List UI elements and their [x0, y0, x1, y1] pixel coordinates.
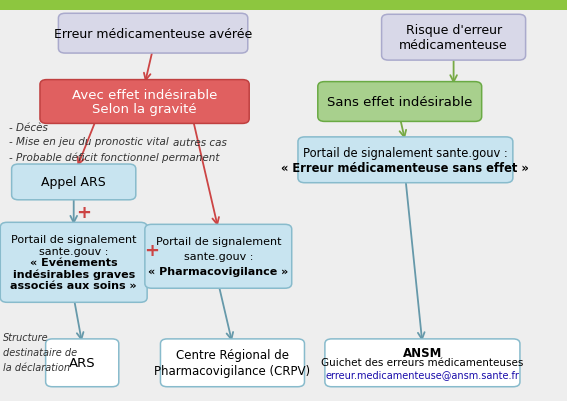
- Text: Avec effet indésirable: Avec effet indésirable: [72, 89, 217, 102]
- FancyBboxPatch shape: [325, 339, 520, 387]
- Text: - Décès
- Mise en jeu du pronostic vital
- Probable déficit fonctionnel permanen: - Décès - Mise en jeu du pronostic vital…: [9, 122, 219, 162]
- Text: « Erreur médicamenteuse sans effet »: « Erreur médicamenteuse sans effet »: [281, 161, 530, 174]
- Text: sante.gouv :: sante.gouv :: [184, 252, 253, 261]
- FancyBboxPatch shape: [11, 164, 136, 200]
- FancyBboxPatch shape: [318, 83, 482, 122]
- Text: Erreur médicamenteuse avérée: Erreur médicamenteuse avérée: [54, 28, 252, 41]
- Text: Guichet des erreurs médicamenteuses: Guichet des erreurs médicamenteuses: [321, 358, 523, 367]
- FancyBboxPatch shape: [58, 14, 248, 54]
- Text: Portail de signalement: Portail de signalement: [155, 237, 281, 247]
- Text: autres cas: autres cas: [173, 138, 227, 147]
- Text: +: +: [77, 204, 91, 221]
- FancyBboxPatch shape: [298, 138, 513, 183]
- Text: « Evénements: « Evénements: [30, 258, 117, 267]
- Text: la déclaration: la déclaration: [3, 363, 70, 372]
- Text: « Pharmacovigilance »: « Pharmacovigilance »: [148, 266, 289, 276]
- Text: Portail de signalement: Portail de signalement: [11, 235, 137, 245]
- Text: Appel ARS: Appel ARS: [41, 176, 106, 189]
- FancyBboxPatch shape: [160, 339, 304, 387]
- FancyBboxPatch shape: [1, 223, 147, 303]
- FancyBboxPatch shape: [0, 0, 567, 11]
- Text: Risque d'erreur: Risque d'erreur: [405, 24, 502, 37]
- Text: Sans effet indésirable: Sans effet indésirable: [327, 96, 472, 109]
- Text: associés aux soins »: associés aux soins »: [10, 281, 137, 291]
- Text: Portail de signalement sante.gouv :: Portail de signalement sante.gouv :: [303, 146, 508, 160]
- Text: ANSM: ANSM: [403, 346, 442, 359]
- Text: médicamenteuse: médicamenteuse: [399, 39, 508, 52]
- Text: indésirables graves: indésirables graves: [12, 269, 135, 279]
- Text: Structure: Structure: [3, 332, 48, 342]
- FancyBboxPatch shape: [45, 339, 119, 387]
- FancyBboxPatch shape: [145, 225, 291, 289]
- Text: erreur.medicamenteuse@ansm.sante.fr: erreur.medicamenteuse@ansm.sante.fr: [325, 369, 519, 379]
- FancyBboxPatch shape: [40, 80, 249, 124]
- Text: Selon la gravité: Selon la gravité: [92, 103, 197, 116]
- FancyBboxPatch shape: [382, 15, 526, 61]
- Text: Centre Régional de: Centre Régional de: [176, 348, 289, 362]
- Text: destinataire de: destinataire de: [3, 347, 77, 357]
- Text: Pharmacovigilance (CRPV): Pharmacovigilance (CRPV): [154, 364, 311, 377]
- Text: sante.gouv :: sante.gouv :: [39, 246, 108, 256]
- Text: ARS: ARS: [69, 356, 95, 369]
- Text: +: +: [144, 242, 159, 259]
